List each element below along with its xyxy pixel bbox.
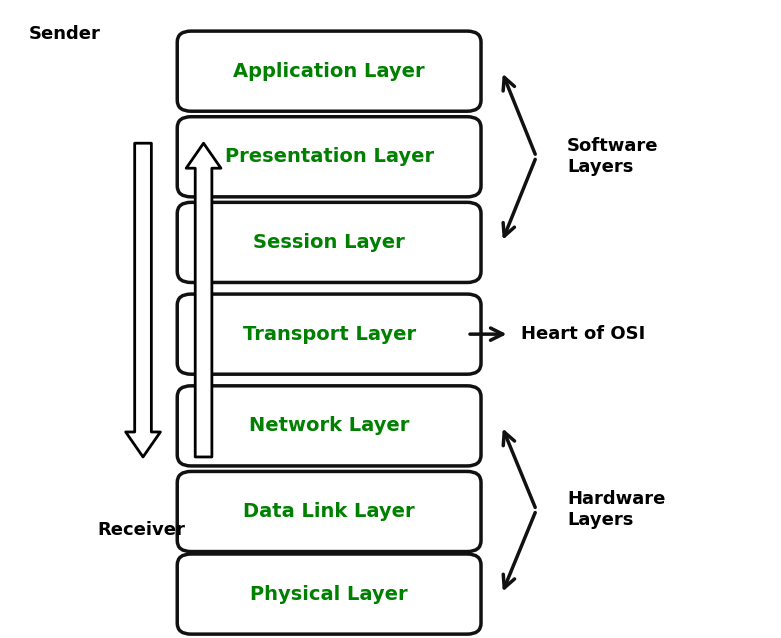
Text: Network Layer: Network Layer	[249, 417, 409, 435]
FancyBboxPatch shape	[177, 554, 481, 634]
FancyBboxPatch shape	[177, 31, 481, 111]
Text: Transport Layer: Transport Layer	[243, 325, 415, 344]
Text: Session Layer: Session Layer	[253, 233, 405, 252]
FancyBboxPatch shape	[177, 117, 481, 197]
Text: Heart of OSI: Heart of OSI	[521, 325, 645, 343]
FancyArrowPatch shape	[186, 143, 221, 457]
Text: Presentation Layer: Presentation Layer	[225, 147, 433, 167]
FancyBboxPatch shape	[177, 294, 481, 375]
FancyBboxPatch shape	[177, 386, 481, 466]
Text: Hardware
Layers: Hardware Layers	[567, 490, 665, 529]
FancyBboxPatch shape	[177, 471, 481, 552]
Text: Application Layer: Application Layer	[234, 62, 425, 80]
Text: Software
Layers: Software Layers	[567, 137, 658, 176]
Text: Physical Layer: Physical Layer	[251, 584, 408, 604]
FancyBboxPatch shape	[177, 202, 481, 283]
Text: Sender: Sender	[29, 26, 101, 43]
Text: Receiver: Receiver	[98, 521, 185, 539]
FancyArrowPatch shape	[126, 143, 160, 457]
Text: Data Link Layer: Data Link Layer	[244, 502, 415, 521]
